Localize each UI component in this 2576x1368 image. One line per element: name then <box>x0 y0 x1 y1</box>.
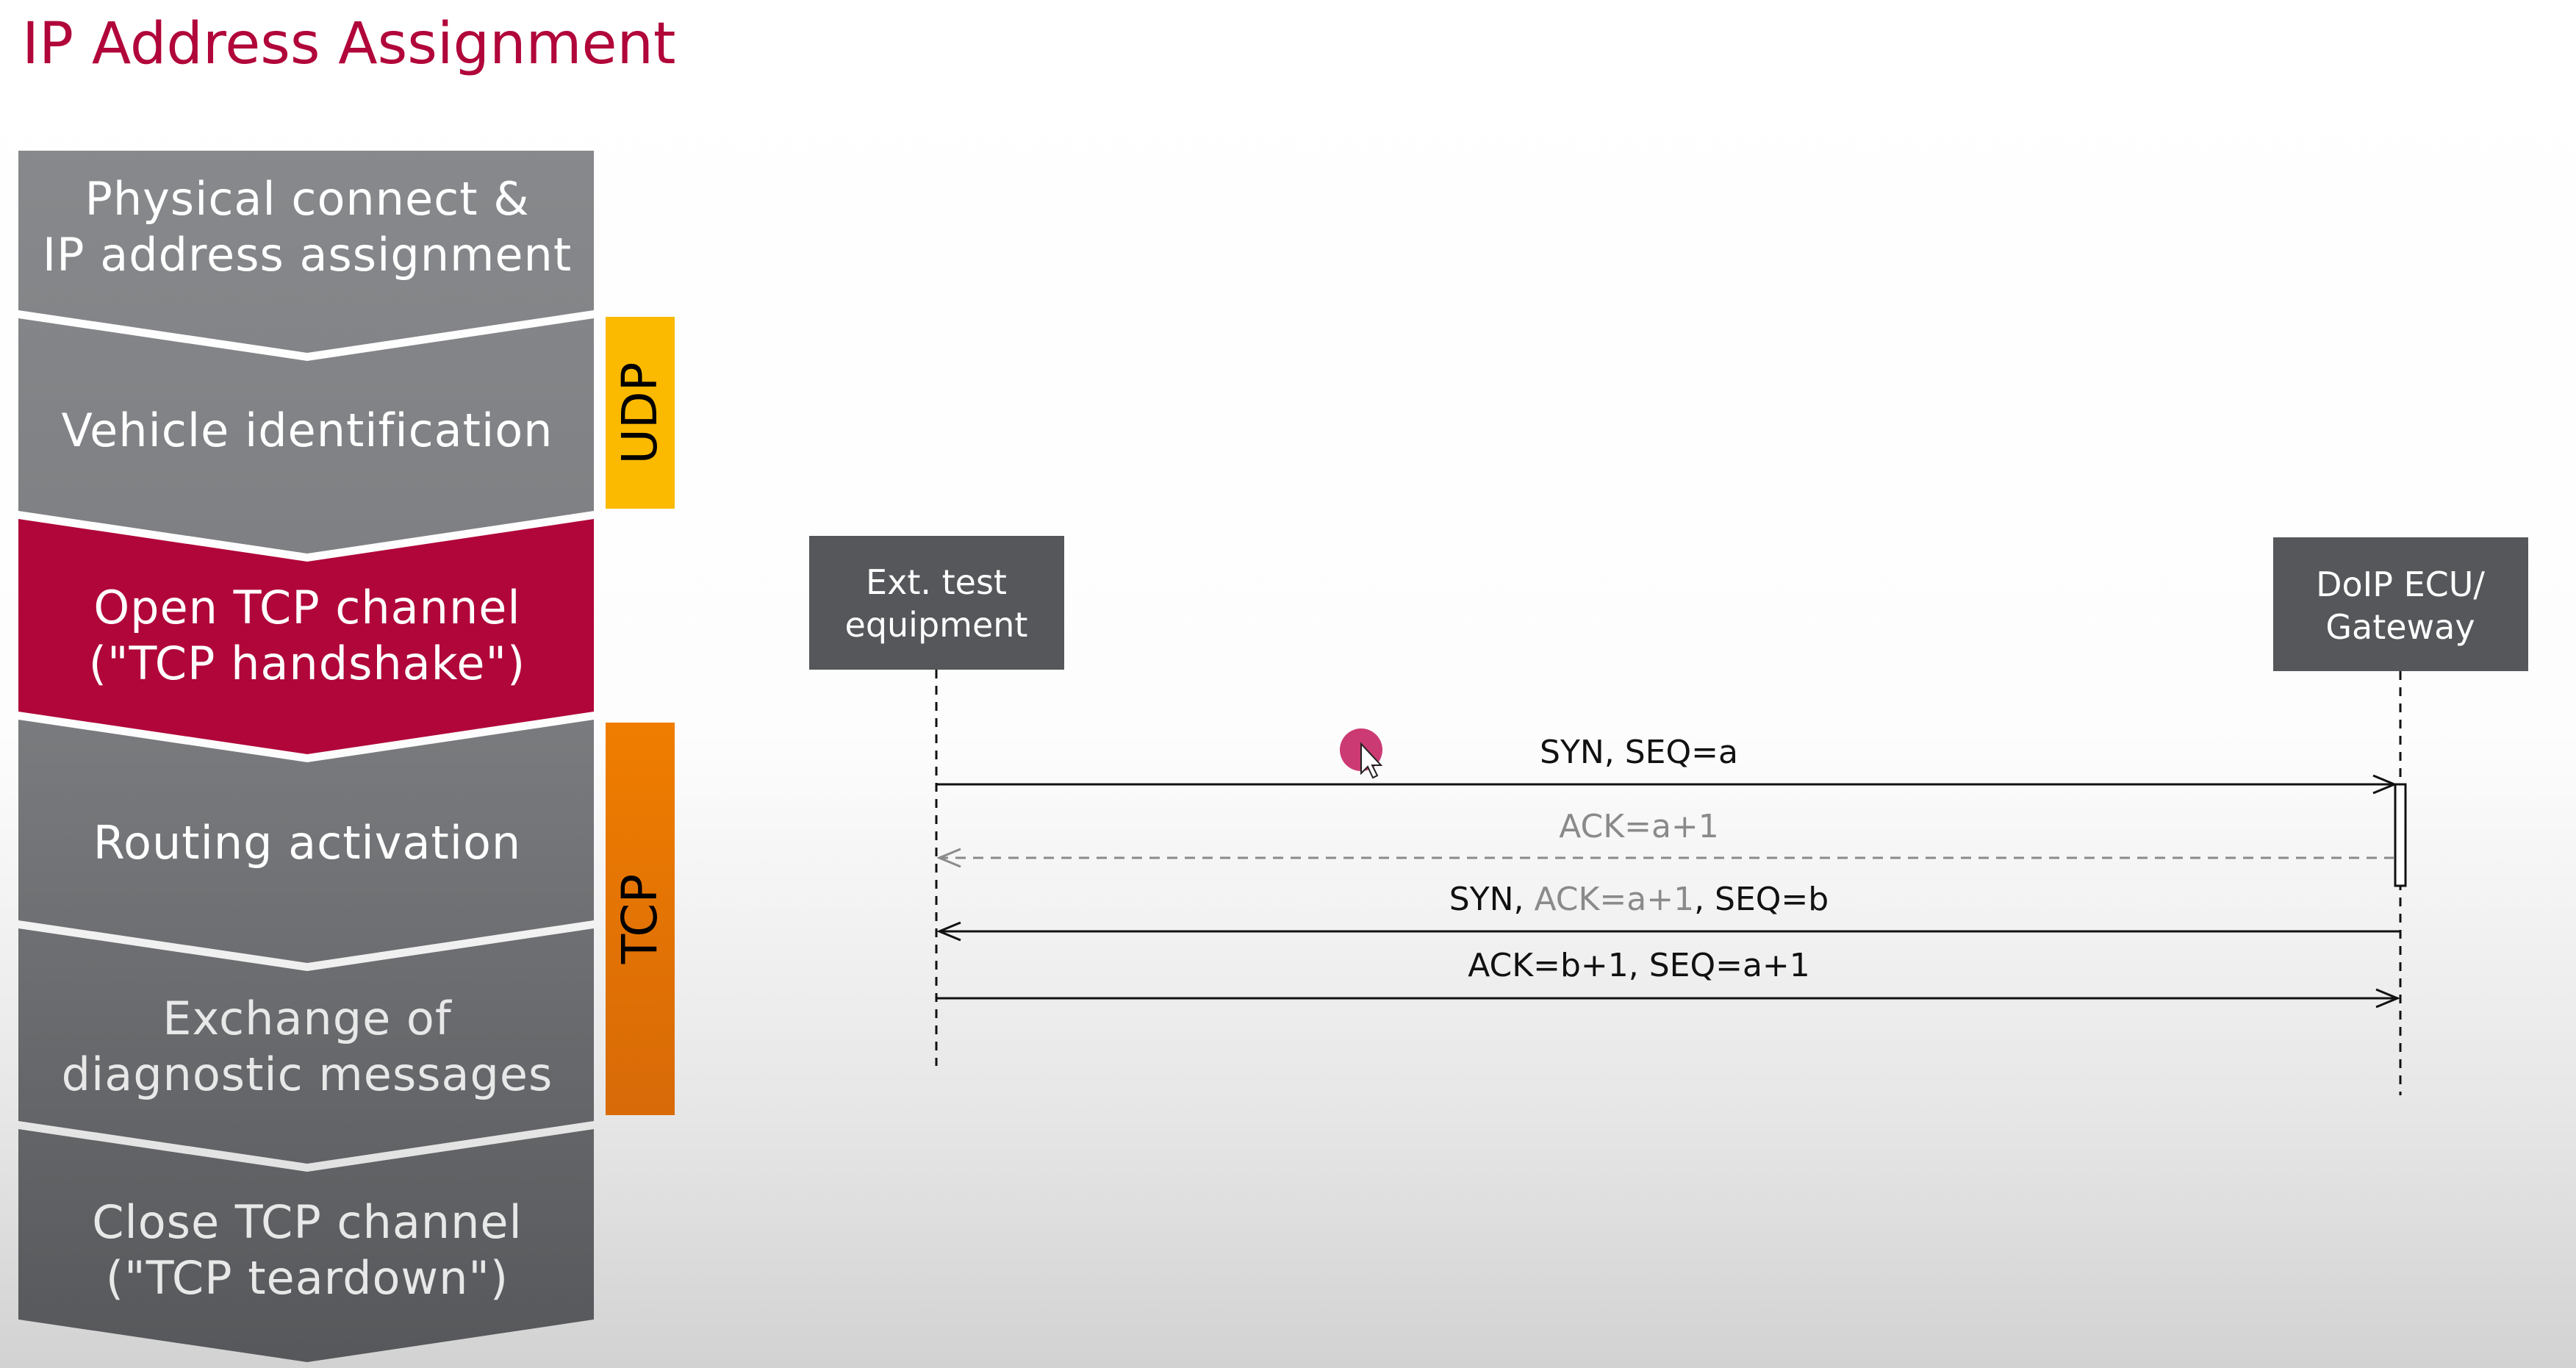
actor-label-line1: Ext. test <box>866 562 1007 602</box>
step-physical-connect: Physical connect & IP address assignment <box>18 151 594 353</box>
step-shape <box>18 928 594 1164</box>
step-shape <box>18 1129 594 1362</box>
step-label-line2: ("TCP handshake") <box>89 637 525 690</box>
tcp-label: TCP <box>611 874 668 964</box>
tcp-bar: TCP <box>606 723 675 1115</box>
step-label-line1: Physical connect & <box>85 172 529 226</box>
step-label-line2: ("TCP teardown") <box>106 1251 509 1305</box>
actor-box <box>2273 537 2528 671</box>
actor-label-line2: equipment <box>845 605 1028 645</box>
message-label: SYN, ACK=a+1, SEQ=b <box>1449 881 1829 918</box>
step-exchange-diagnostic-messages: Exchange of diagnostic messages <box>18 928 594 1164</box>
message-label-part: SYN, <box>1449 881 1535 918</box>
step-shape <box>18 151 594 353</box>
message-label: ACK=a+1 <box>1559 808 1719 845</box>
udp-label: UDP <box>611 362 668 465</box>
step-label-line1: Exchange of <box>162 992 453 1045</box>
step-vehicle-identification: Vehicle identification <box>18 318 594 554</box>
message-final-ack: ACK=b+1, SEQ=a+1 <box>936 947 2397 998</box>
message-syn: SYN, SEQ=a <box>936 734 2394 784</box>
protocol-bars: UDP TCP <box>606 317 675 1115</box>
mouse-pointer <box>1340 728 1383 779</box>
activation-bar <box>2394 783 2407 887</box>
step-label-line2: IP address assignment <box>43 228 572 282</box>
page-title: IP Address Assignment <box>22 11 676 77</box>
message-label-part: , SEQ=b <box>1694 881 1829 918</box>
message-label: ACK=b+1, SEQ=a+1 <box>1468 947 1810 984</box>
actor-ext-test-equipment: Ext. test equipment <box>809 536 1064 670</box>
step-open-tcp-channel: Open TCP channel ("TCP handshake") <box>18 519 594 754</box>
sequence-diagram: Ext. test equipment DoIP ECU/ Gateway SY… <box>809 536 2528 1095</box>
step-close-tcp-channel: Close TCP channel ("TCP teardown") <box>18 1129 594 1362</box>
udp-bar: UDP <box>606 317 675 509</box>
step-label-line1: Open TCP channel <box>93 581 520 634</box>
step-shape <box>18 720 594 963</box>
step-shape <box>18 519 594 754</box>
step-label-line1: Routing activation <box>93 816 521 870</box>
actor-label-line2: Gateway <box>2325 607 2475 647</box>
tcp-bar-shape <box>606 723 675 1115</box>
step-label-line2: diagnostic messages <box>62 1048 553 1101</box>
udp-bar-shape <box>606 317 675 509</box>
step-shape <box>18 318 594 554</box>
actor-label-line1: DoIP ECU/ <box>2316 565 2485 604</box>
step-label-line1: Close TCP channel <box>92 1195 523 1249</box>
step-label-line1: Vehicle identification <box>62 404 553 457</box>
actor-doip-ecu-gateway: DoIP ECU/ Gateway <box>2273 537 2528 671</box>
message-ack: ACK=a+1 <box>939 808 2394 858</box>
message-label-part-grey: ACK=a+1 <box>1534 881 1694 918</box>
process-steps: Physical connect & IP address assignment… <box>18 151 594 1362</box>
step-routing-activation: Routing activation <box>18 720 594 963</box>
cursor-arrow-icon <box>1360 742 1383 779</box>
message-label: SYN, SEQ=a <box>1540 734 1738 771</box>
actor-box <box>809 536 1064 670</box>
message-syn-ack: SYN, ACK=a+1, SEQ=b <box>939 881 2400 931</box>
